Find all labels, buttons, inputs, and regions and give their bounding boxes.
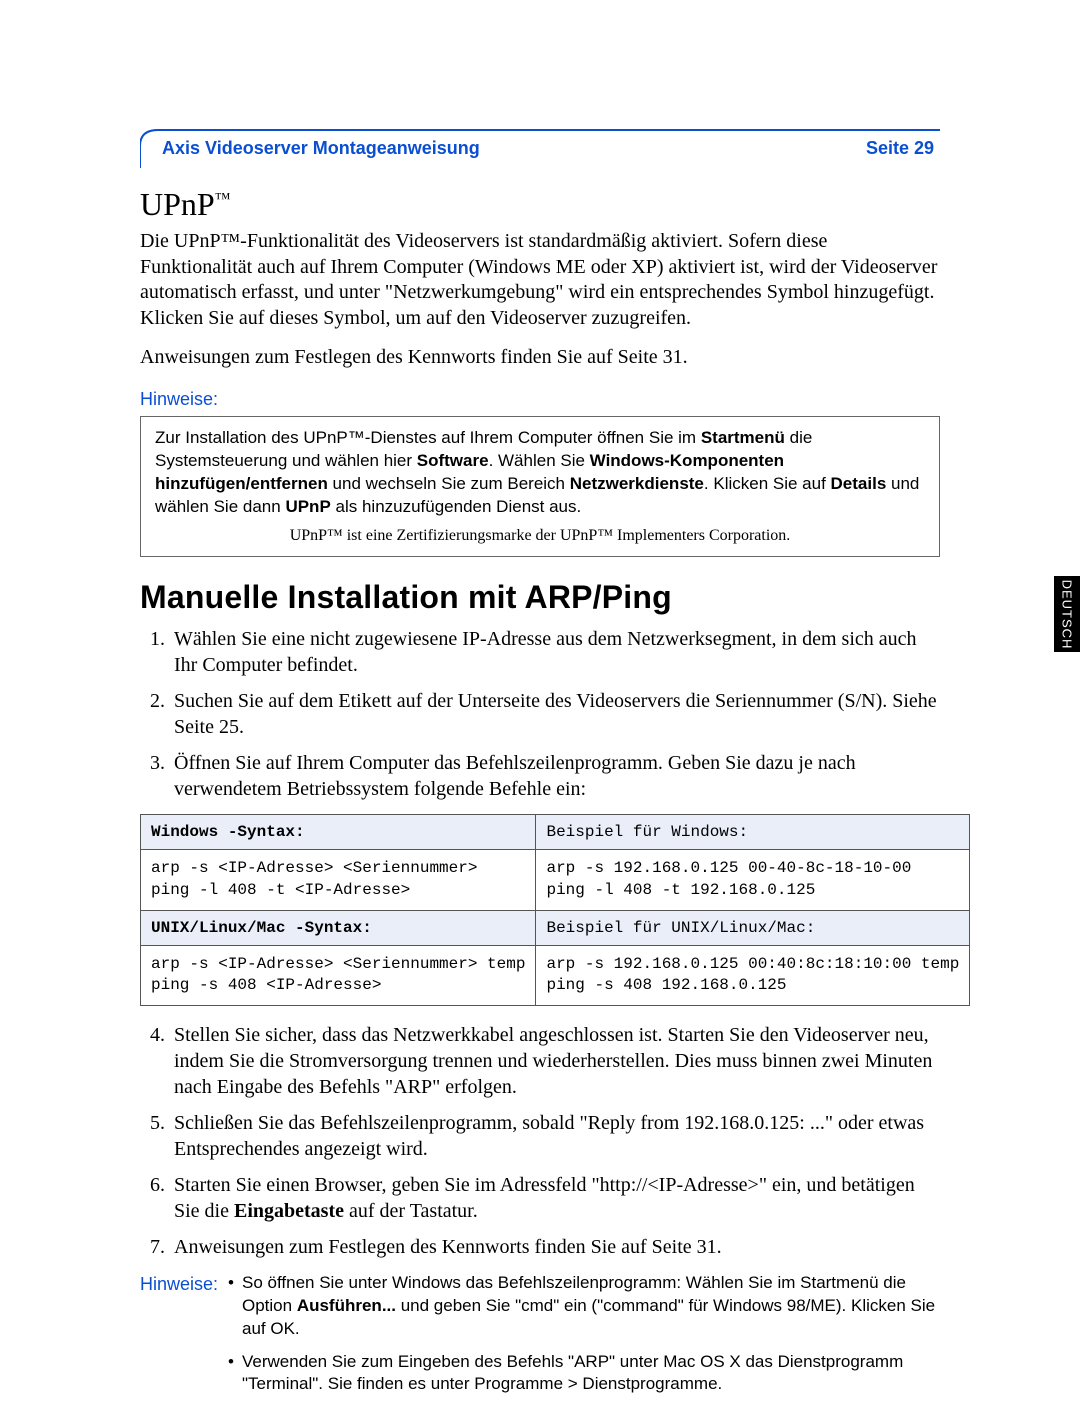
page-header: Axis Videoserver Montageanweisung Seite … bbox=[140, 128, 940, 168]
manual-heading: Manuelle Installation mit ARP/Ping bbox=[140, 579, 940, 616]
page: DEUTSCH Axis Videoserver Montageanweisun… bbox=[0, 0, 1080, 1397]
windows-example-cell: arp -s 192.168.0.125 00-40-8c-18-10-00 p… bbox=[536, 850, 970, 910]
step-2: Suchen Sie auf dem Etikett auf der Unter… bbox=[170, 688, 940, 740]
upnp-paragraph-2: Anweisungen zum Festlegen des Kennworts … bbox=[140, 345, 940, 371]
note-box: Zur Installation des UPnP™-Dienstes auf … bbox=[140, 416, 940, 557]
upnp-paragraph-1: Die UPnP™-Funktionalität des Videoserver… bbox=[140, 229, 940, 331]
trademark-line: UPnP™ ist eine Zertifizierungsmarke der … bbox=[155, 525, 925, 547]
windows-syntax-header: Windows -Syntax: bbox=[141, 815, 536, 850]
step-6: Starten Sie einen Browser, geben Sie im … bbox=[170, 1172, 940, 1224]
steps-list-a: Wählen Sie eine nicht zugewiesene IP-Adr… bbox=[140, 626, 940, 802]
note-bold-software: Software bbox=[417, 451, 489, 470]
step-7: Anweisungen zum Festlegen des Kennworts … bbox=[170, 1234, 940, 1260]
step-6-bold: Eingabetaste bbox=[234, 1200, 344, 1222]
note-text: . Wählen Sie bbox=[489, 451, 590, 470]
hinweise-label: Hinweise: bbox=[140, 389, 940, 410]
note-bold-details: Details bbox=[831, 474, 887, 493]
language-tab: DEUTSCH bbox=[1054, 576, 1080, 652]
trademark-symbol: ™ bbox=[215, 190, 231, 207]
bullet-1: • So öffnen Sie unter Windows das Befehl… bbox=[228, 1272, 940, 1341]
bullet-bold: Ausführen... bbox=[297, 1296, 396, 1315]
note-text: und wechseln Sie zum Bereich bbox=[328, 474, 570, 493]
hinweise-footer-label: Hinweise: bbox=[140, 1272, 228, 1296]
unix-syntax-cell: arp -s <IP-Adresse> <Seriennummer> temp … bbox=[141, 945, 536, 1005]
code-text: arp -s <IP-Adresse> <Seriennummer> temp … bbox=[151, 954, 525, 997]
bullet-2-text: Verwenden Sie zum Eingeben des Befehls "… bbox=[242, 1351, 940, 1397]
steps-list-b: Stellen Sie sicher, dass das Netzwerkkab… bbox=[140, 1022, 940, 1260]
hinweise-bullets: • So öffnen Sie unter Windows das Befehl… bbox=[228, 1272, 940, 1406]
table-row: arp -s <IP-Adresse> <Seriennummer> ping … bbox=[141, 850, 970, 910]
hinweise-footer: Hinweise: • So öffnen Sie unter Windows … bbox=[140, 1272, 940, 1406]
code-text: arp -s 192.168.0.125 00:40:8c:18:10:00 t… bbox=[546, 954, 959, 997]
bullet-1-text: So öffnen Sie unter Windows das Befehlsz… bbox=[242, 1272, 940, 1341]
note-bold-netzwerkdienste: Netzwerkdienste bbox=[570, 474, 704, 493]
note-text: als hinzuzufügenden Dienst aus. bbox=[331, 497, 581, 516]
header-page-number: Seite 29 bbox=[866, 138, 934, 159]
code-text: arp -s 192.168.0.125 00-40-8c-18-10-00 p… bbox=[546, 858, 959, 901]
table-row: Windows -Syntax: Beispiel für Windows: bbox=[141, 815, 970, 850]
step-6-text: auf der Tastatur. bbox=[344, 1200, 478, 1222]
header-title: Axis Videoserver Montageanweisung bbox=[162, 138, 480, 159]
windows-syntax-cell: arp -s <IP-Adresse> <Seriennummer> ping … bbox=[141, 850, 536, 910]
unix-syntax-header: UNIX/Linux/Mac -Syntax: bbox=[141, 910, 536, 945]
content-area: Axis Videoserver Montageanweisung Seite … bbox=[140, 128, 940, 1406]
step-1: Wählen Sie eine nicht zugewiesene IP-Adr… bbox=[170, 626, 940, 678]
upnp-heading: UPnP™ bbox=[140, 186, 940, 223]
unix-example-cell: arp -s 192.168.0.125 00:40:8c:18:10:00 t… bbox=[536, 945, 970, 1005]
upnp-heading-text: UPnP bbox=[140, 186, 215, 222]
code-text: arp -s <IP-Adresse> <Seriennummer> ping … bbox=[151, 858, 525, 901]
command-table: Windows -Syntax: Beispiel für Windows: a… bbox=[140, 814, 970, 1005]
language-tab-label: DEUTSCH bbox=[1060, 579, 1075, 649]
bullet-dot: • bbox=[228, 1351, 242, 1397]
unix-example-header: Beispiel für UNIX/Linux/Mac: bbox=[536, 910, 970, 945]
note-bold-startmenu: Startmenü bbox=[701, 428, 785, 447]
table-row: UNIX/Linux/Mac -Syntax: Beispiel für UNI… bbox=[141, 910, 970, 945]
table-row: arp -s <IP-Adresse> <Seriennummer> temp … bbox=[141, 945, 970, 1005]
step-4: Stellen Sie sicher, dass das Netzwerkkab… bbox=[170, 1022, 940, 1100]
bullet-2: • Verwenden Sie zum Eingeben des Befehls… bbox=[228, 1351, 940, 1397]
step-5: Schließen Sie das Befehlszeilenprogramm,… bbox=[170, 1110, 940, 1162]
step-3: Öffnen Sie auf Ihrem Computer das Befehl… bbox=[170, 750, 940, 802]
note-text: . Klicken Sie auf bbox=[704, 474, 831, 493]
note-text: Zur Installation des UPnP™-Dienstes auf … bbox=[155, 428, 701, 447]
windows-example-header: Beispiel für Windows: bbox=[536, 815, 970, 850]
note-bold-upnp: UPnP bbox=[285, 497, 330, 516]
bullet-dot: • bbox=[228, 1272, 242, 1341]
